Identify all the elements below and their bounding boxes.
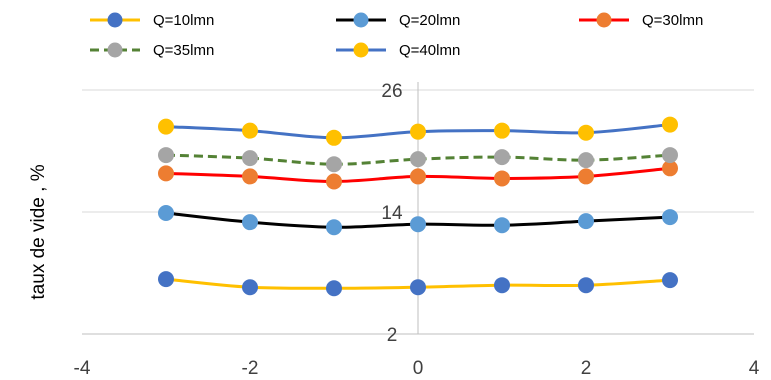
series-Q=20lmn (158, 205, 678, 236)
legend-entry-Q=35lmn: Q=35lmn (90, 42, 214, 59)
x-tick-labels: -4 -2 0 2 4 (74, 358, 760, 379)
data-point-Q=10lmn-0 (410, 279, 426, 296)
y-tick-label-26: 26 (381, 81, 402, 102)
data-point-Q=10lmn--1 (326, 280, 342, 297)
data-point-Q=10lmn-1 (494, 277, 510, 294)
legend-label-Q=20lmn: Q=20lmn (399, 12, 460, 29)
y-tick-label-14: 14 (381, 203, 403, 224)
data-point-Q=30lmn--2 (242, 168, 258, 185)
data-point-Q=10lmn-2 (578, 277, 594, 294)
legend-marker-Q=30lmn (596, 12, 612, 28)
legend-label-Q=35lmn: Q=35lmn (153, 42, 214, 59)
legend-marker-Q=20lmn (353, 12, 369, 28)
data-point-Q=20lmn-0 (410, 216, 426, 233)
data-point-Q=20lmn-2 (578, 213, 594, 230)
legend-marker-Q=35lmn (107, 42, 123, 58)
y-tick-labels: 2 14 26 (381, 81, 403, 346)
data-point-Q=35lmn-0 (410, 151, 426, 168)
data-point-Q=40lmn-2 (578, 124, 594, 141)
data-point-Q=35lmn--2 (242, 150, 258, 167)
data-point-Q=40lmn--1 (326, 129, 342, 146)
legend-label-Q=30lmn: Q=30lmn (642, 12, 703, 29)
legend-entry-Q=40lmn: Q=40lmn (336, 42, 460, 59)
data-point-Q=30lmn-3 (662, 160, 678, 177)
data-point-Q=30lmn--3 (158, 165, 174, 182)
data-point-Q=40lmn--2 (242, 122, 258, 139)
series-Q=30lmn (158, 160, 678, 190)
data-point-Q=20lmn--2 (242, 214, 258, 231)
legend-marker-Q=10lmn (107, 12, 123, 28)
y-axis-label: taux de vide , % (28, 164, 49, 299)
series-Q=10lmn (158, 271, 678, 297)
data-point-Q=35lmn-3 (662, 147, 678, 164)
legend-entry-Q=30lmn: Q=30lmn (579, 12, 703, 29)
x-tick-label-0: 0 (413, 358, 424, 379)
y-tick-label-2: 2 (387, 325, 398, 346)
data-point-Q=35lmn--3 (158, 147, 174, 164)
data-point-Q=10lmn-3 (662, 272, 678, 289)
data-point-Q=40lmn-1 (494, 122, 510, 139)
data-point-Q=10lmn--3 (158, 271, 174, 288)
series-Q=35lmn (158, 147, 678, 173)
data-point-Q=35lmn-1 (494, 149, 510, 166)
x-tick-label--4: -4 (74, 358, 91, 379)
series-Q=40lmn (158, 116, 678, 146)
data-point-Q=20lmn-1 (494, 217, 510, 234)
data-point-Q=30lmn-1 (494, 170, 510, 187)
data-point-Q=20lmn--1 (326, 219, 342, 236)
legend-label-Q=10lmn: Q=10lmn (153, 12, 214, 29)
legend-marker-Q=40lmn (353, 42, 369, 58)
legend-label-Q=40lmn: Q=40lmn (399, 42, 460, 59)
data-point-Q=20lmn--3 (158, 205, 174, 222)
x-tick-label--2: -2 (242, 358, 259, 379)
x-tick-label-2: 2 (581, 358, 592, 379)
data-point-Q=20lmn-3 (662, 209, 678, 226)
series-group (158, 116, 678, 297)
data-point-Q=30lmn-0 (410, 168, 426, 185)
x-tick-label-4: 4 (749, 358, 760, 379)
axes (82, 82, 754, 335)
data-point-Q=35lmn-2 (578, 152, 594, 169)
legend-entry-Q=10lmn: Q=10lmn (90, 12, 214, 29)
data-point-Q=40lmn-3 (662, 116, 678, 133)
data-point-Q=40lmn--3 (158, 118, 174, 135)
data-point-Q=30lmn--1 (326, 173, 342, 190)
data-point-Q=30lmn-2 (578, 168, 594, 185)
data-point-Q=35lmn--1 (326, 156, 342, 173)
legend-entry-Q=20lmn: Q=20lmn (336, 12, 460, 29)
legend: Q=10lmn Q=20lmn Q=30lmn Q=35lmn Q=40lmn (90, 12, 703, 59)
data-point-Q=40lmn-0 (410, 123, 426, 140)
data-point-Q=10lmn--2 (242, 279, 258, 296)
